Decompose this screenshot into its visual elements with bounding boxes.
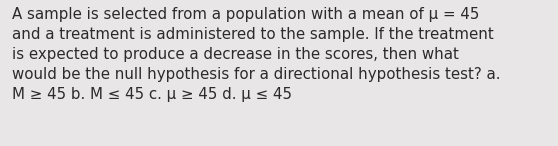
Text: A sample is selected from a population with a mean of μ = 45
and a treatment is : A sample is selected from a population w…	[12, 7, 501, 102]
